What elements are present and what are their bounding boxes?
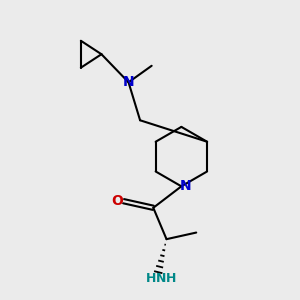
Text: N: N	[179, 179, 191, 193]
Text: N: N	[123, 75, 134, 89]
Text: N: N	[156, 272, 166, 285]
Text: H: H	[166, 272, 176, 285]
Text: O: O	[111, 194, 123, 208]
Text: H: H	[146, 272, 156, 285]
